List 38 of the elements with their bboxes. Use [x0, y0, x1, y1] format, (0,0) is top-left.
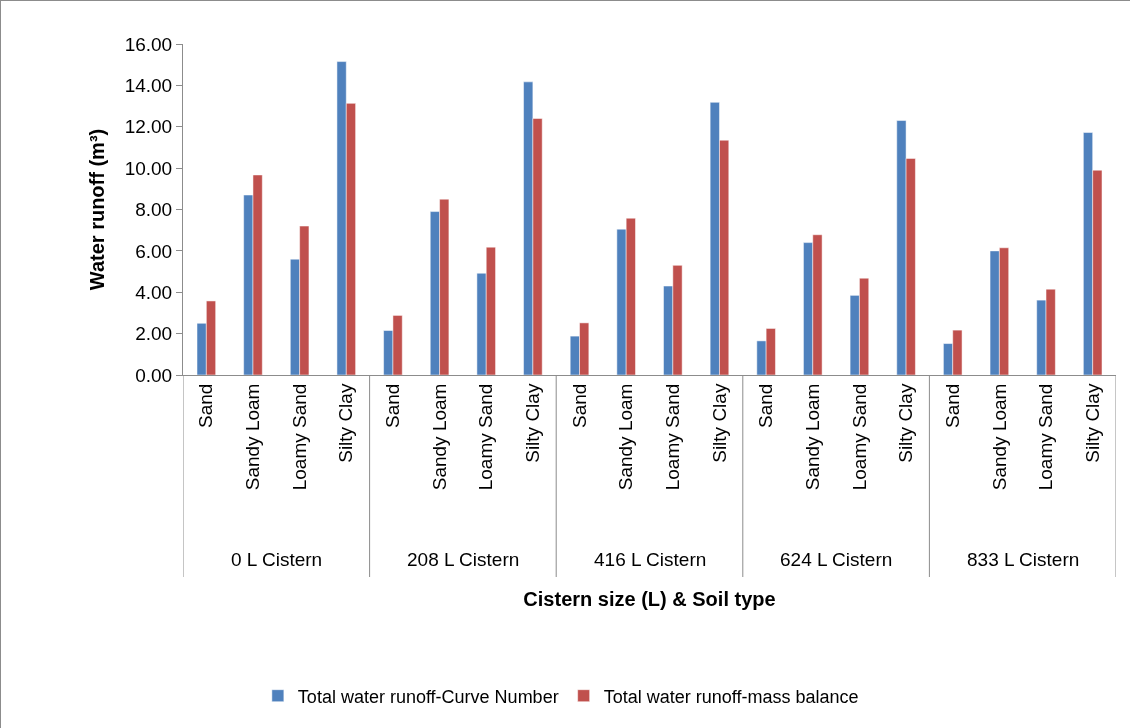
y-tick-label: 8.00 — [135, 199, 173, 221]
y-tick-label: 0.00 — [135, 364, 173, 386]
text: 624 L Cistern — [780, 549, 893, 570]
x-tick-label: Loamy Sand — [475, 383, 497, 491]
text: 0 L Cistern — [231, 549, 323, 570]
x-tick-label: Silty Clay — [1081, 383, 1103, 463]
x-tick-label: Sand — [195, 383, 217, 428]
x-tick-label: Sandy Loam — [428, 383, 450, 491]
legend-label: Total water runoff-mass balance — [603, 686, 859, 707]
y-tick-label: 2.00 — [135, 323, 173, 345]
x-tick-label: Silty Clay — [708, 383, 730, 463]
y-tick-label: 10.00 — [124, 157, 173, 179]
x-tick-label: Sandy Loam — [615, 383, 637, 491]
y-tick-label: 16.00 — [124, 33, 173, 55]
x-tick-label: Loamy Sand — [848, 383, 870, 491]
x-tick-label: Silty Clay — [522, 383, 544, 463]
x-tick-label: Silty Clay — [335, 383, 357, 463]
x-tick-label: Sand — [941, 383, 963, 428]
y-tick-label: 6.00 — [135, 240, 173, 262]
x-tick-label: Loamy Sand — [1035, 383, 1057, 491]
x-tick-label: Silty Clay — [895, 383, 917, 463]
y-tick-label: 14.00 — [124, 75, 173, 97]
x-tick-label: Sandy Loam — [242, 383, 264, 491]
text: 833 L Cistern — [967, 549, 1080, 570]
text: 416 L Cistern — [594, 549, 707, 570]
x-axis-title: Cistern size (L) & Soil type — [523, 587, 776, 610]
x-tick-label: Sandy Loam — [988, 383, 1010, 491]
x-tick-label: Sand — [755, 383, 777, 428]
legend-label: Total water runoff-Curve Number — [297, 686, 559, 707]
x-tick-label: Loamy Sand — [662, 383, 684, 491]
x-tick-label: Sand — [568, 383, 590, 428]
x-tick-label: Sandy Loam — [801, 383, 823, 491]
x-tick-label: Sand — [382, 383, 404, 428]
y-tick-label: 12.00 — [124, 116, 173, 138]
x-tick-label: Loamy Sand — [288, 383, 310, 491]
text: 208 L Cistern — [407, 549, 520, 570]
y-axis-title: Water runoff (m³) — [86, 128, 109, 291]
y-tick-label: 4.00 — [135, 281, 173, 303]
